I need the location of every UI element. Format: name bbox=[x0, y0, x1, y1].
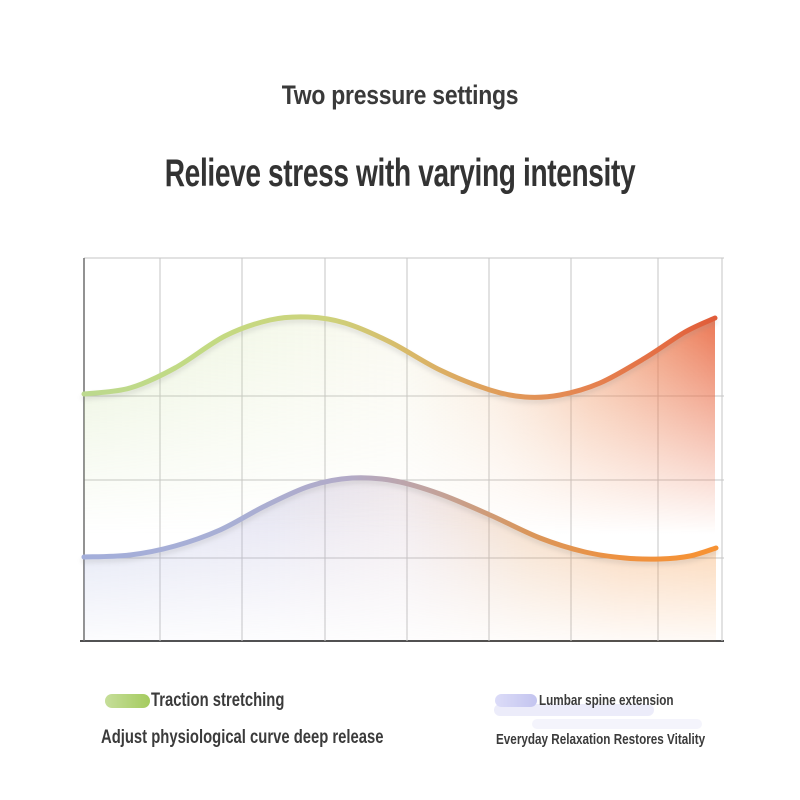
traction-caption: Adjust physiological curve deep release bbox=[101, 727, 384, 748]
legend-highlight bbox=[494, 704, 654, 716]
page-subtitle: Relieve stress with varying intensity bbox=[164, 152, 636, 195]
traction-label: Traction stretching bbox=[151, 690, 285, 711]
lumbar-swatch bbox=[495, 694, 537, 707]
legend-row: Lumbar spine extension bbox=[493, 692, 764, 709]
legend-lumbar: Lumbar spine extension Everyday Relaxati… bbox=[493, 692, 764, 748]
page-title: Two pressure settings bbox=[281, 80, 519, 110]
legend-highlight bbox=[532, 719, 702, 729]
traction-swatch bbox=[105, 694, 150, 708]
legend-traction: Traction stretching Adjust physiological… bbox=[101, 691, 463, 748]
legend-row: Traction stretching bbox=[101, 691, 463, 711]
lumbar-label: Lumbar spine extension bbox=[539, 692, 674, 709]
lumbar-caption: Everyday Relaxation Restores Vitality bbox=[496, 731, 706, 748]
